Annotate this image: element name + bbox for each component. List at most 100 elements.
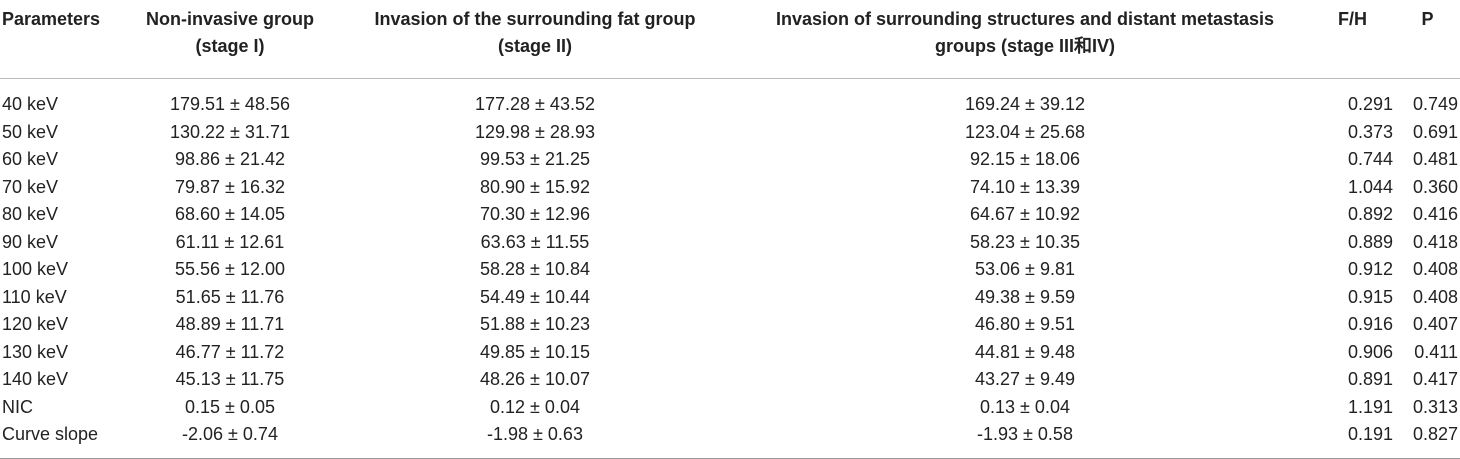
table-cell: 46.80 ± 9.51: [975, 314, 1075, 334]
header-text: (stage II): [497, 36, 572, 56]
table-cell: 0.191: [1310, 421, 1395, 459]
table-cell: 70.30 ± 12.96: [480, 204, 590, 224]
table-cell: 68.60 ± 14.05: [175, 204, 285, 224]
table-cell: 0.373: [1347, 121, 1393, 142]
table-cell: 0.481: [1412, 149, 1458, 169]
table-cell: 70 keV: [2, 176, 59, 197]
table-cell: 0.407: [1412, 314, 1458, 334]
table-row: 110 keV 51.65 ± 11.76 54.49 ± 10.44 49.38 ±…: [0, 284, 1460, 312]
table-cell: 0.827: [1395, 421, 1460, 459]
table-cell: 64.67 ± 10.92: [970, 204, 1080, 224]
table-cell: 0.744: [1347, 149, 1393, 169]
table-cell: 179.51 ± 48.56: [170, 94, 290, 114]
table-cell: 0.13 ± 0.04: [980, 396, 1070, 417]
table-cell: 0.12 ± 0.04: [490, 396, 580, 417]
header-cell: Non-invasive group (stage I): [130, 0, 330, 79]
table-cell: 51.88 ± 10.23: [480, 314, 590, 334]
table-cell: 49.85 ± 10.15: [480, 341, 590, 362]
table-cell: 80.90 ± 15.92: [480, 176, 590, 197]
table-cell: NIC: [2, 396, 33, 417]
table-cell: 40 keV: [2, 94, 59, 114]
header-cell: Invasion of the surrounding fat group (st…: [330, 0, 740, 79]
table-cell: 49.38 ± 9.59: [975, 286, 1075, 307]
table-row: 40 keV 179.51 ± 48.56 177.28 ± 43.52 169.24…: [0, 79, 1460, 119]
table-cell: 61.11 ± 12.61: [175, 231, 285, 252]
table-row: 90 keV 61.11 ± 12.61 63.63 ± 11.55 58.23 ± …: [0, 229, 1460, 257]
table-cell: 177.28 ± 43.52: [475, 94, 595, 114]
table-row: NIC 0.15 ± 0.05 0.12 ± 0.04 0.13 ± 0.04 1.19…: [0, 394, 1460, 422]
table-cell: 0.408: [1412, 286, 1458, 307]
table-cell: 130.22 ± 31.71: [170, 121, 290, 142]
table-cell: 1.191: [1347, 396, 1393, 417]
table-cell: 0.416: [1412, 204, 1458, 224]
table-row: 130 keV 46.77 ± 11.72 49.85 ± 10.15 44.81 ±…: [0, 339, 1460, 367]
table-cell: 0.915: [1347, 286, 1393, 307]
table-cell: 45.13 ± 11.75: [175, 369, 285, 389]
table-cell: 123.04 ± 25.68: [965, 121, 1085, 142]
table-row: 120 keV 48.89 ± 11.71 51.88 ± 10.23 46.80 ±…: [0, 311, 1460, 339]
table-cell: -1.93 ± 0.58: [740, 421, 1310, 459]
header-text: (stage I): [195, 36, 265, 56]
header-cell: P: [1395, 0, 1460, 79]
table-cell: 0.906: [1347, 341, 1393, 362]
table-cell: 0.912: [1347, 259, 1393, 279]
table-cell: 0.691: [1412, 121, 1458, 142]
table-cell: 0.418: [1412, 231, 1458, 252]
header-cell: F/H: [1310, 0, 1395, 79]
table-cell: 79.87 ± 16.32: [175, 176, 285, 197]
header-cell: Invasion of surrounding structures and d…: [740, 0, 1310, 79]
table-cell: 51.65 ± 11.76: [175, 286, 285, 307]
header-text: F/H: [1338, 9, 1367, 29]
table-cell: 58.23 ± 10.35: [970, 231, 1080, 252]
table-row: 100 keV 55.56 ± 12.00 58.28 ± 10.84 53.06 ±…: [0, 256, 1460, 284]
table-cell: Curve slope: [0, 421, 130, 459]
header-row: Parameters Non-invasive group (stage I) Inv…: [0, 0, 1460, 79]
table-cell: 0.417: [1412, 369, 1458, 389]
header-text: P: [1421, 9, 1434, 29]
table-cell: 0.916: [1347, 314, 1393, 334]
table-cell: -1.98 ± 0.63: [330, 421, 740, 459]
table-row: Curve slope -2.06 ± 0.74 -1.98 ± 0.63 -1.93…: [0, 421, 1460, 459]
table-cell: 169.24 ± 39.12: [965, 94, 1085, 114]
table-cell: 63.63 ± 11.55: [480, 231, 590, 252]
header-text: Parameters: [2, 9, 101, 29]
header-text: Invasion of surrounding structures and d…: [775, 9, 1275, 29]
table-cell: 54.49 ± 10.44: [480, 286, 590, 307]
header-text: groups (stage III和IV): [934, 36, 1116, 56]
table-cell: 0.291: [1347, 94, 1393, 114]
table-cell: 130 keV: [2, 341, 69, 362]
table-row: 60 keV 98.86 ± 21.42 99.53 ± 21.25 92.15 ± …: [0, 146, 1460, 174]
table-cell: 44.81 ± 9.48: [975, 341, 1075, 362]
table-cell: 58.28 ± 10.84: [480, 259, 590, 279]
table-cell: 46.77 ± 11.72: [175, 341, 285, 362]
table-cell: 140 keV: [2, 369, 69, 389]
table-row: 50 keV 130.22 ± 31.71 129.98 ± 28.93 123.04…: [0, 119, 1460, 147]
table-cell: 90 keV: [2, 231, 59, 252]
table-cell: 129.98 ± 28.93: [475, 121, 595, 142]
table-header: Parameters Non-invasive group (stage I) Inv…: [0, 0, 1460, 79]
table-cell: 0.411: [1414, 341, 1458, 362]
table-cell: 48.26 ± 10.07: [480, 369, 590, 389]
table-cell: 50 keV: [2, 121, 59, 142]
table-body: 40 keV 179.51 ± 48.56 177.28 ± 43.52 169.24…: [0, 79, 1460, 459]
table-cell: 0.891: [1347, 369, 1393, 389]
table-cell: 74.10 ± 13.39: [970, 176, 1080, 197]
table-cell: 110 keV: [2, 286, 67, 307]
table-cell: 80 keV: [2, 204, 59, 224]
table-cell: 1.044: [1347, 176, 1393, 197]
table-cell: 0.408: [1412, 259, 1458, 279]
table-cell: 60 keV: [2, 149, 59, 169]
table-cell: 48.89 ± 11.71: [175, 314, 285, 334]
table-cell: 0.749: [1412, 94, 1458, 114]
header-cell: Parameters: [0, 0, 130, 79]
table-cell: 100 keV: [2, 259, 69, 279]
table-cell: 43.27 ± 9.49: [975, 369, 1075, 389]
header-text: Invasion of the surrounding fat group: [374, 9, 696, 29]
table-cell: 99.53 ± 21.25: [480, 149, 590, 169]
table-row: 70 keV 79.87 ± 16.32 80.90 ± 15.92 74.10 ± …: [0, 174, 1460, 202]
table-cell: 0.360: [1412, 176, 1458, 197]
table-cell: 53.06 ± 9.81: [975, 259, 1075, 279]
table-row: 140 keV 45.13 ± 11.75 48.26 ± 10.07 43.27 ±…: [0, 366, 1460, 394]
table-cell: -2.06 ± 0.74: [130, 421, 330, 459]
